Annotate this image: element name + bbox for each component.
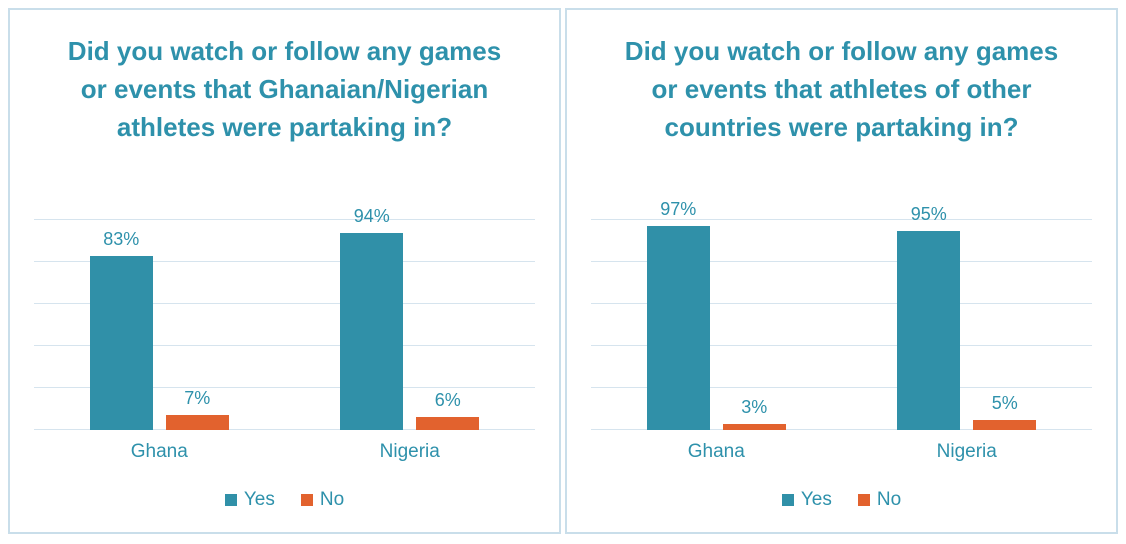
legend-no-swatch — [857, 494, 870, 506]
bar-no-nigeria: 6% — [416, 390, 480, 430]
gridline — [34, 219, 535, 220]
legend-yes-label: Yes — [800, 489, 832, 510]
plot-area: 83% 7% 94% 6% — [34, 206, 536, 430]
bar-yes-nigeria: 94% — [340, 206, 404, 430]
category-label-nigeria: Nigeria — [379, 441, 440, 462]
legend-item-yes: Yes — [224, 489, 275, 511]
bar-value-label: 95% — [910, 203, 947, 224]
gridline — [34, 387, 535, 388]
gridline — [34, 261, 535, 262]
gridline — [591, 429, 1092, 430]
bar-group-ghana: 97% 3% — [591, 199, 842, 430]
gridline — [34, 429, 535, 430]
legend-yes-swatch — [781, 494, 794, 506]
gridline — [34, 345, 535, 346]
bar-yes-nigeria: 95% — [897, 204, 961, 430]
bars: 97% 3% 95% 5% — [591, 199, 1093, 430]
legend-item-no: No — [857, 489, 902, 511]
gridline — [591, 387, 1092, 388]
category-axis: Ghana Nigeria — [591, 441, 1092, 463]
legend-item-no: No — [300, 489, 345, 511]
legend-yes-label: Yes — [243, 489, 275, 510]
legend-yes-swatch — [224, 494, 237, 506]
bar-value-label: 83% — [103, 228, 140, 249]
category-axis: Ghana Nigeria — [34, 441, 535, 463]
chart-panel-ghanaian-nigerian: Did you watch or follow any games or eve… — [8, 8, 561, 534]
category-label-ghana: Ghana — [130, 441, 188, 462]
bar-group-ghana: 83% 7% — [34, 220, 285, 430]
bar-value-label: 94% — [353, 205, 390, 226]
bar-no-ghana: 7% — [165, 388, 229, 430]
gridline — [591, 219, 1092, 220]
legend: Yes No — [10, 489, 559, 511]
gridline — [591, 261, 1092, 262]
plot-area: 97% 3% 95% 5% — [591, 199, 1093, 430]
bar-value-label: 5% — [991, 392, 1018, 413]
bar-value-label: 7% — [184, 388, 211, 409]
bar-yes-ghana: 83% — [89, 229, 153, 430]
category-label-nigeria: Nigeria — [936, 441, 997, 462]
legend-item-yes: Yes — [781, 489, 832, 511]
bar-no-nigeria: 5% — [973, 393, 1037, 430]
chart-title: Did you watch or follow any games or eve… — [67, 36, 502, 142]
chart-title: Did you watch or follow any games or eve… — [624, 36, 1059, 142]
chart-panel-other-countries: Did you watch or follow any games or eve… — [565, 8, 1118, 534]
bar-group-nigeria: 95% 5% — [842, 204, 1093, 430]
legend: Yes No — [567, 489, 1116, 511]
bar-group-nigeria: 94% 6% — [285, 206, 536, 430]
legend-no-swatch — [300, 494, 313, 506]
gridline — [591, 345, 1092, 346]
bar-value-label: 6% — [434, 390, 461, 411]
bar-value-label: 97% — [660, 199, 697, 220]
legend-no-label: No — [319, 489, 345, 510]
category-label-ghana: Ghana — [687, 441, 745, 462]
bars: 83% 7% 94% 6% — [34, 206, 536, 430]
bar-value-label: 3% — [741, 396, 768, 417]
gridline — [34, 303, 535, 304]
bar-yes-ghana: 97% — [646, 199, 710, 430]
gridline — [591, 303, 1092, 304]
bar-no-ghana: 3% — [722, 397, 786, 430]
legend-no-label: No — [876, 489, 902, 510]
